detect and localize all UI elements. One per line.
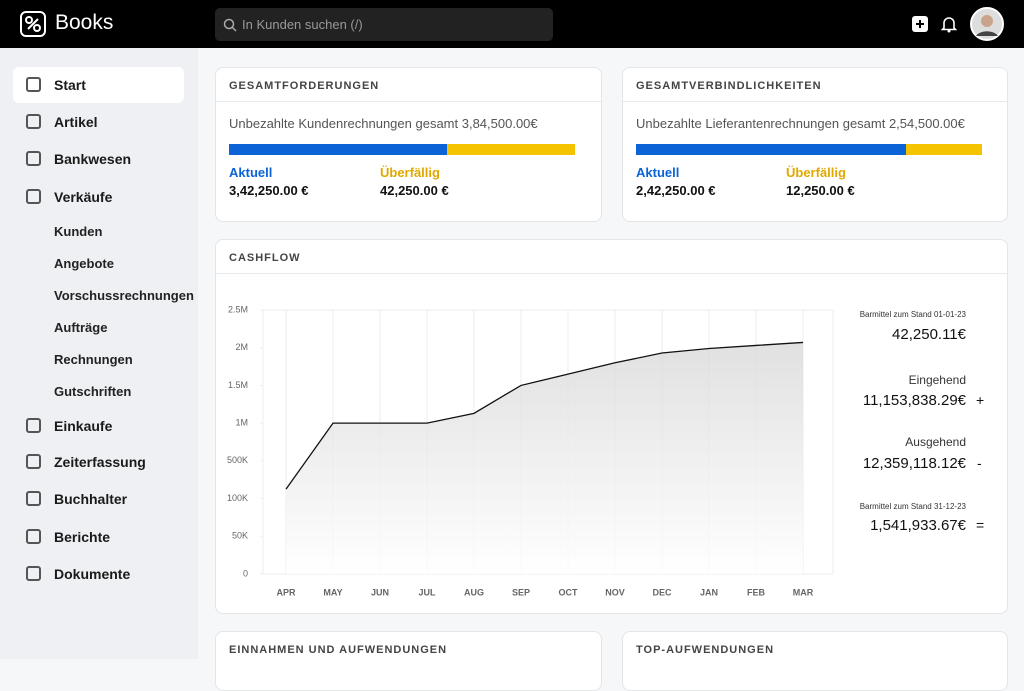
y-tick-label: 50K	[232, 531, 248, 541]
progress-bar	[636, 144, 982, 155]
divider	[216, 273, 1007, 274]
stat-label: Barmittel zum Stand 31-12-23	[859, 502, 966, 511]
overdue-label: Überfällig	[786, 165, 846, 180]
nav-item[interactable]: Aufträge	[54, 320, 108, 335]
nav-icon	[26, 114, 41, 129]
progress-bar	[229, 144, 575, 155]
search-icon	[223, 18, 237, 32]
x-tick-label: MAR	[793, 587, 814, 597]
divider	[216, 101, 601, 102]
divider	[623, 101, 1007, 102]
card-subtitle: Unbezahlte Kundenrechnungen gesamt 3,84,…	[229, 116, 538, 131]
y-tick-label: 1M	[235, 418, 248, 428]
stat-label: Eingehend	[908, 373, 966, 387]
x-tick-label: AUG	[464, 587, 484, 597]
stat-value: 1,541,933.67€	[870, 517, 966, 534]
notification-button[interactable]	[941, 15, 957, 33]
stat-value: 42,250.11€	[892, 326, 966, 343]
nav-icon	[26, 189, 41, 204]
area	[286, 342, 803, 574]
top-bar: Books In Kunden suchen (/)	[0, 0, 1024, 48]
x-tick-label: JUN	[371, 587, 389, 597]
nav-icon	[26, 454, 41, 469]
nav-icon	[26, 418, 41, 433]
x-tick-label: NOV	[605, 587, 625, 597]
x-tick-label: APR	[276, 587, 296, 597]
nav-item[interactable]: Artikel	[54, 114, 98, 130]
overdue-value: 12,250.00 €	[786, 183, 855, 198]
logo-text: Books	[55, 11, 114, 34]
active-highlight	[13, 67, 184, 103]
nav-icon	[26, 77, 41, 92]
payables-card: GESAMTVERBINDLICHKEITEN Unbezahlte Liefe…	[622, 67, 1008, 222]
x-tick-label: DEC	[652, 587, 672, 597]
stat-sign: -	[977, 455, 982, 471]
nav-item[interactable]: Berichte	[54, 529, 111, 545]
stat-label: Ausgehend	[905, 435, 966, 449]
nav-item[interactable]: Buchhalter	[54, 491, 128, 507]
receivables-card: GESAMTFORDERUNGEN Unbezahlte Kundenrechn…	[215, 67, 602, 222]
nav-item[interactable]: Zeiterfassung	[54, 454, 146, 470]
overdue-label: Überfällig	[380, 165, 440, 180]
nav-item[interactable]: Dokumente	[54, 566, 131, 582]
nav-item[interactable]: Kunden	[54, 224, 103, 239]
x-tick-label: JUL	[418, 587, 436, 597]
stat-value: 11,153,838.29€	[862, 392, 966, 409]
y-tick-label: 2M	[235, 342, 248, 352]
y-tick-label: 100K	[227, 493, 248, 503]
nav-item[interactable]: Start	[54, 77, 86, 93]
x-tick-label: JAN	[700, 587, 718, 597]
card-title: EINNAHMEN UND AUFWENDUNGEN	[229, 644, 448, 656]
card-title: TOP-AUFWENDUNGEN	[636, 644, 775, 656]
card-subtitle: Unbezahlte Lieferantenrechnungen gesamt …	[636, 116, 965, 131]
card-title: GESAMTFORDERUNGEN	[229, 80, 380, 92]
nav-icon	[26, 151, 41, 166]
nav-item[interactable]: Verkäufe	[54, 189, 113, 205]
stat-sign: +	[976, 392, 985, 408]
search-box[interactable]: In Kunden suchen (/)	[215, 8, 553, 41]
x-tick-label: SEP	[512, 587, 530, 597]
nav-icon	[26, 491, 41, 506]
line	[285, 341, 804, 490]
card-title: GESAMTVERBINDLICHKEITEN	[636, 80, 822, 92]
nav-item[interactable]: Vorschussrechnungen	[54, 288, 194, 303]
sidebar	[0, 48, 198, 659]
avatar[interactable]	[970, 7, 1004, 41]
nav-item[interactable]: Rechnungen	[54, 352, 133, 367]
logo-icon	[20, 11, 46, 37]
current-value: 2,42,250.00 €	[636, 183, 716, 198]
income-expense-card: EINNAHMEN UND AUFWENDUNGEN	[215, 631, 602, 691]
progress-current	[636, 144, 906, 155]
x-tick-label: FEB	[747, 587, 766, 597]
progress-current	[229, 144, 447, 155]
nav-item[interactable]: Bankwesen	[54, 151, 132, 167]
x-tick-label: OCT	[559, 587, 579, 597]
nav-item[interactable]: Gutschriften	[54, 384, 132, 399]
nav-item[interactable]: Einkaufe	[54, 418, 113, 434]
nav-item[interactable]: Angebote	[54, 256, 114, 271]
current-value: 3,42,250.00 €	[229, 183, 309, 198]
overdue-value: 42,250.00 €	[380, 183, 449, 198]
current-label: Aktuell	[229, 165, 273, 180]
top-expenses-card: TOP-AUFWENDUNGEN	[622, 631, 1008, 691]
x-tick-label: MAY	[323, 587, 342, 597]
nav-icon	[26, 529, 41, 544]
add-button[interactable]	[912, 16, 928, 32]
y-tick-label: 2.5M	[228, 304, 248, 314]
current-label: Aktuell	[636, 165, 680, 180]
nav-icon	[26, 566, 41, 581]
y-tick-label: 500K	[227, 455, 248, 465]
y-tick-label: 1.5M	[228, 380, 248, 390]
cashflow-chart: 0 50K 100K 500K 1M 1.5M 2M 2.5M APR MAY JUN JUL AUG S…	[227, 304, 834, 597]
stat-sign: =	[976, 517, 985, 533]
card-title: CASHFLOW	[229, 252, 301, 264]
y-tick-label: 0	[243, 568, 248, 578]
search-placeholder: In Kunden suchen (/)	[242, 17, 363, 32]
stat-label: Barmittel zum Stand 01-01-23	[859, 310, 966, 319]
stat-value: 12,359,118.12€	[862, 455, 966, 472]
